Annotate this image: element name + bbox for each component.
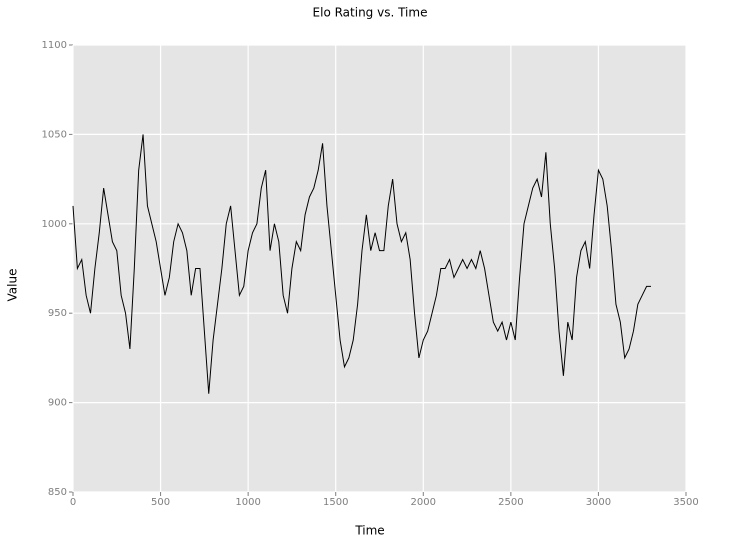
x-axis-title: Time: [354, 524, 384, 538]
y-axis-title: Value: [6, 269, 20, 302]
y-tick-label: 1000: [42, 219, 67, 230]
y-tick-label: 950: [48, 308, 67, 319]
y-tick-label: 900: [48, 398, 67, 409]
x-tick-label: 2000: [411, 497, 436, 508]
y-tick-label: 850: [48, 487, 67, 498]
line: [72, 134, 651, 394]
x-tick-label: 500: [151, 497, 170, 508]
x-tick-label: 3500: [673, 497, 698, 508]
x-tick-label: 1000: [235, 497, 260, 508]
x-tick-label: 2500: [498, 497, 523, 508]
x-tick-label: 0: [70, 497, 76, 508]
plot-panel: [73, 45, 686, 492]
y-tick-label: 1100: [42, 40, 67, 51]
chart-title: Elo Rating vs. Time: [313, 6, 428, 20]
y-tick-label: 1050: [42, 129, 67, 140]
x-tick-label: 3000: [586, 497, 611, 508]
x-tick-label: 1500: [323, 497, 348, 508]
